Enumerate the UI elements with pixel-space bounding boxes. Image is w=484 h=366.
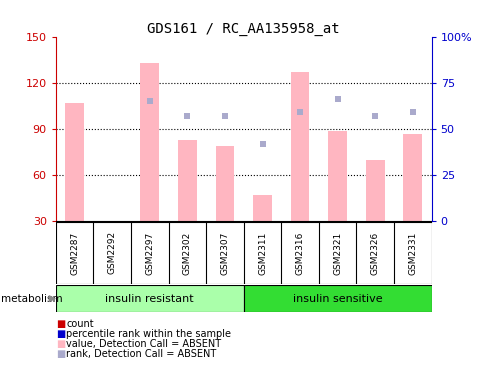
Bar [178,140,197,221]
Text: GSM2297: GSM2297 [145,231,154,274]
Text: GSM2331: GSM2331 [408,231,417,274]
Text: ■: ■ [56,348,65,359]
Bar [253,195,272,221]
Bar [328,131,347,221]
Bar [243,285,431,312]
Text: ■: ■ [56,319,65,329]
Bar [403,134,422,221]
Text: GSM2307: GSM2307 [220,231,229,274]
Text: percentile rank within the sample: percentile rank within the sample [66,329,231,339]
Bar [290,72,309,221]
Text: count: count [66,319,94,329]
Bar [56,285,243,312]
Text: GSM2302: GSM2302 [182,231,192,274]
Text: GSM2321: GSM2321 [333,231,342,274]
Text: rank, Detection Call = ABSENT: rank, Detection Call = ABSENT [66,348,216,359]
Text: metabolism: metabolism [1,294,62,304]
Text: insulin sensitive: insulin sensitive [292,294,382,304]
Bar [215,146,234,221]
Title: GDS161 / RC_AA135958_at: GDS161 / RC_AA135958_at [147,22,339,36]
Text: GSM2311: GSM2311 [257,231,267,274]
Bar [65,103,84,221]
Text: insulin resistant: insulin resistant [105,294,194,304]
Text: value, Detection Call = ABSENT: value, Detection Call = ABSENT [66,339,221,349]
Text: GSM2316: GSM2316 [295,231,304,274]
Text: GSM2287: GSM2287 [70,231,79,274]
Text: GSM2326: GSM2326 [370,231,379,274]
Bar [140,63,159,221]
Text: ■: ■ [56,329,65,339]
Text: GSM2292: GSM2292 [107,231,117,274]
Bar [365,160,384,221]
Text: ■: ■ [56,339,65,349]
